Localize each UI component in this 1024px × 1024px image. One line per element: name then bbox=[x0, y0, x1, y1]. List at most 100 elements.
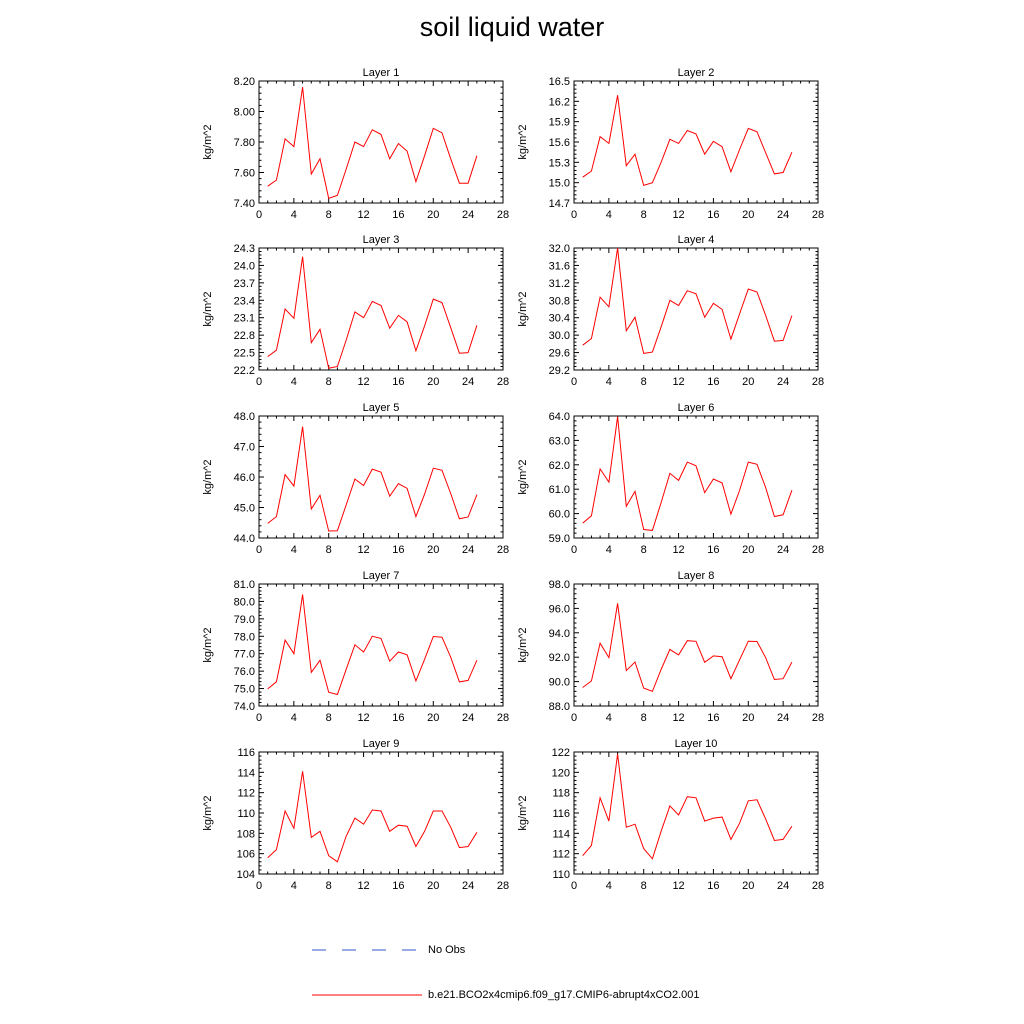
y-tick-label: 7.80 bbox=[234, 137, 255, 149]
x-tick-label: 0 bbox=[571, 880, 577, 892]
series-line bbox=[582, 95, 793, 187]
x-tick-label: 24 bbox=[462, 880, 474, 892]
series-line bbox=[582, 603, 793, 693]
panel-layer-7: Layer 7 kg/m^2 0 4 8 12 16 20 24 28 74.0 75.0 76.0 77… bbox=[202, 570, 509, 724]
x-tick-label: 4 bbox=[291, 712, 297, 724]
y-tick-label: 94.0 bbox=[549, 628, 570, 640]
y-tick-label: 64.0 bbox=[549, 411, 570, 423]
panel-title: Layer 8 bbox=[678, 570, 715, 582]
x-tick-label: 20 bbox=[427, 880, 439, 892]
y-tick-label: 22.2 bbox=[234, 365, 255, 377]
y-tick-label: 62.0 bbox=[549, 460, 570, 472]
y-tick-label: 78.0 bbox=[234, 631, 255, 643]
x-tick-label: 12 bbox=[672, 209, 684, 221]
x-tick-label: 8 bbox=[326, 209, 332, 221]
y-tick-label: 16.2 bbox=[549, 96, 570, 108]
y-tick-label: 92.0 bbox=[549, 652, 570, 664]
y-axis-label: kg/m^2 bbox=[517, 291, 529, 326]
x-tick-label: 0 bbox=[571, 712, 577, 724]
x-tick-label: 24 bbox=[462, 712, 474, 724]
x-tick-label: 12 bbox=[357, 880, 369, 892]
panel-title: Layer 5 bbox=[363, 402, 400, 414]
x-tick-label: 24 bbox=[777, 209, 789, 221]
plot-frame bbox=[258, 751, 504, 875]
panel-title: Layer 7 bbox=[363, 570, 400, 582]
y-tick-label: 46.0 bbox=[234, 472, 255, 484]
panel-layer-5: Layer 5 kg/m^2 0 4 8 12 16 20 24 28 44.0 45.0 46.0 47… bbox=[202, 402, 509, 556]
plot-frame bbox=[573, 751, 819, 875]
x-tick-label: 20 bbox=[742, 544, 754, 556]
y-tick-label: 15.0 bbox=[549, 178, 570, 190]
panel-layer-1: Layer 1 kg/m^2 0 4 8 12 16 20 24 28 7.40 7.60 7.80 8.… bbox=[202, 67, 509, 221]
x-tick-label: 0 bbox=[571, 544, 577, 556]
y-tick-label: 15.3 bbox=[549, 157, 570, 169]
y-axis-label: kg/m^2 bbox=[202, 459, 214, 494]
panel-title: Layer 6 bbox=[678, 402, 715, 414]
legend-item-no-obs: No Obs bbox=[312, 942, 465, 958]
y-tick-label: 63.0 bbox=[549, 435, 570, 447]
legend-swatch-dashed bbox=[312, 949, 422, 951]
y-tick-label: 24.3 bbox=[234, 243, 255, 255]
y-tick-label: 15.6 bbox=[549, 137, 570, 149]
y-tick-label: 31.6 bbox=[549, 260, 570, 272]
y-axis-label: kg/m^2 bbox=[202, 291, 214, 326]
panel-layer-3: Layer 3 kg/m^2 0 4 8 12 16 20 24 28 22.2 22.5 22.8 23… bbox=[202, 234, 509, 388]
x-tick-label: 24 bbox=[777, 712, 789, 724]
y-tick-label: 22.8 bbox=[234, 330, 255, 342]
y-tick-label: 29.6 bbox=[549, 348, 570, 360]
x-tick-label: 8 bbox=[641, 544, 647, 556]
plot-frame bbox=[573, 415, 819, 539]
y-tick-label: 110 bbox=[552, 869, 570, 881]
panel-title: Layer 9 bbox=[363, 738, 400, 750]
y-tick-label: 32.0 bbox=[549, 243, 570, 255]
y-tick-label: 29.2 bbox=[549, 365, 570, 377]
y-tick-label: 15.9 bbox=[549, 117, 570, 129]
x-tick-label: 16 bbox=[392, 880, 404, 892]
panel-title: Layer 10 bbox=[675, 738, 718, 750]
x-tick-label: 24 bbox=[462, 544, 474, 556]
y-tick-label: 23.1 bbox=[234, 313, 255, 325]
legend-swatch-solid bbox=[312, 994, 422, 996]
y-tick-label: 118 bbox=[552, 788, 570, 800]
x-tick-label: 20 bbox=[742, 880, 754, 892]
x-tick-label: 0 bbox=[571, 209, 577, 221]
y-tick-label: 16.5 bbox=[549, 76, 570, 88]
x-tick-label: 8 bbox=[326, 880, 332, 892]
y-tick-label: 81.0 bbox=[234, 579, 255, 591]
y-axis-label: kg/m^2 bbox=[202, 124, 214, 159]
y-tick-label: 112 bbox=[552, 849, 570, 861]
x-tick-label: 8 bbox=[641, 880, 647, 892]
x-tick-label: 20 bbox=[742, 712, 754, 724]
y-tick-label: 48.0 bbox=[234, 411, 255, 423]
x-tick-label: 20 bbox=[742, 376, 754, 388]
plot-frame bbox=[258, 80, 504, 204]
x-tick-label: 4 bbox=[291, 209, 297, 221]
y-tick-label: 79.0 bbox=[234, 614, 255, 626]
x-tick-label: 28 bbox=[812, 712, 824, 724]
panel-layer-8: Layer 8 kg/m^2 0 4 8 12 16 20 24 28 88.0 90.0 92.0 94… bbox=[517, 570, 824, 724]
y-tick-label: 114 bbox=[552, 828, 570, 840]
y-tick-label: 104 bbox=[237, 869, 255, 881]
y-tick-label: 108 bbox=[237, 828, 255, 840]
y-axis-label: kg/m^2 bbox=[517, 459, 529, 494]
x-tick-label: 4 bbox=[291, 880, 297, 892]
x-tick-label: 16 bbox=[707, 376, 719, 388]
x-tick-label: 4 bbox=[606, 712, 612, 724]
x-tick-label: 20 bbox=[427, 376, 439, 388]
x-tick-label: 8 bbox=[641, 209, 647, 221]
y-tick-label: 14.7 bbox=[549, 198, 570, 210]
y-tick-label: 98.0 bbox=[549, 579, 570, 591]
x-tick-label: 28 bbox=[497, 880, 509, 892]
x-tick-label: 0 bbox=[256, 880, 262, 892]
y-tick-label: 7.40 bbox=[234, 198, 255, 210]
y-tick-label: 47.0 bbox=[234, 442, 255, 454]
x-tick-label: 28 bbox=[497, 209, 509, 221]
y-tick-label: 116 bbox=[552, 808, 570, 820]
x-tick-label: 16 bbox=[707, 209, 719, 221]
panel-title: Layer 1 bbox=[363, 67, 400, 79]
x-tick-label: 8 bbox=[326, 712, 332, 724]
x-tick-label: 24 bbox=[777, 376, 789, 388]
x-tick-label: 16 bbox=[392, 209, 404, 221]
plot-frame bbox=[573, 247, 819, 371]
